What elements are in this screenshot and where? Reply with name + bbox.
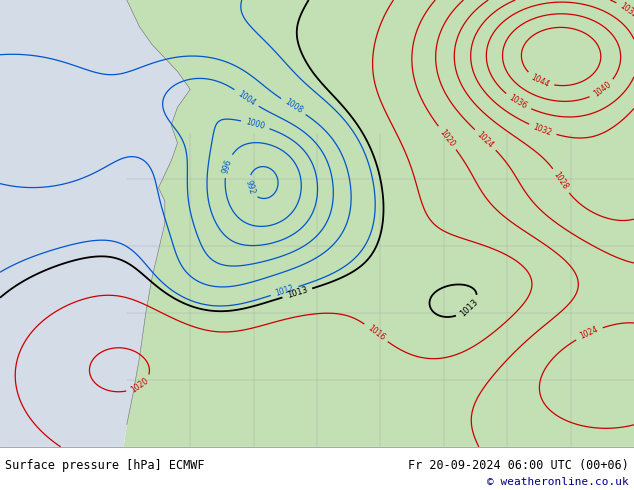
Text: Fr 20-09-2024 06:00 UTC (00+06): Fr 20-09-2024 06:00 UTC (00+06) [408, 459, 629, 472]
Text: 1020: 1020 [129, 376, 150, 395]
Text: 1032: 1032 [618, 1, 634, 20]
Text: 1024: 1024 [476, 130, 495, 150]
Text: 1008: 1008 [283, 98, 304, 116]
Text: 996: 996 [221, 158, 234, 174]
Text: 1000: 1000 [245, 118, 266, 131]
Text: 1040: 1040 [592, 80, 613, 99]
Text: 1036: 1036 [507, 93, 529, 111]
Text: 1028: 1028 [552, 171, 570, 192]
Text: 1013: 1013 [458, 297, 480, 318]
Text: 1044: 1044 [529, 73, 551, 89]
Text: 1020: 1020 [438, 127, 456, 148]
Text: 1012: 1012 [274, 284, 295, 298]
Text: 1032: 1032 [532, 122, 553, 138]
Text: 1024: 1024 [579, 325, 600, 341]
Text: 1013: 1013 [286, 286, 309, 300]
Text: 992: 992 [244, 179, 257, 196]
Text: 1004: 1004 [236, 89, 257, 107]
Text: © weatheronline.co.uk: © weatheronline.co.uk [487, 477, 629, 487]
Text: 1016: 1016 [366, 323, 387, 342]
Text: Surface pressure [hPa] ECMWF: Surface pressure [hPa] ECMWF [5, 459, 205, 472]
